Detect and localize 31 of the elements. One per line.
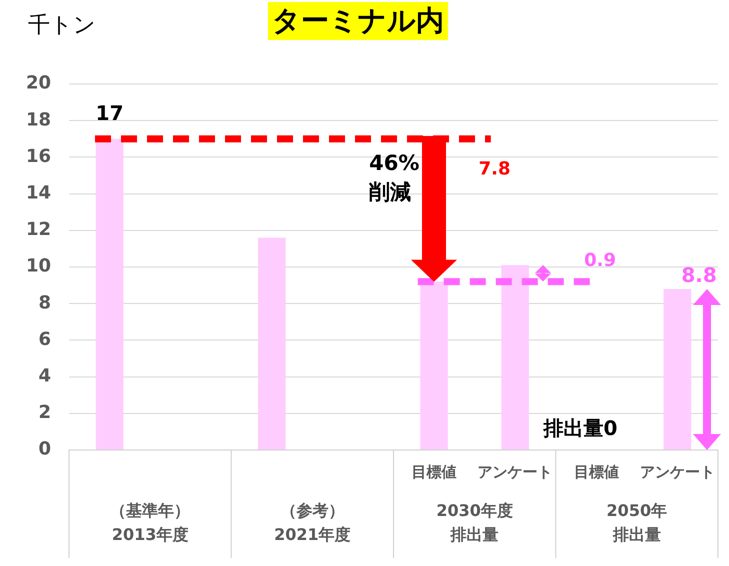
y-tick-label: 18 [26, 109, 52, 130]
x-tick-label: アンケート [640, 462, 715, 481]
y-tick-label: 12 [26, 219, 52, 240]
y-tick-label: 6 [38, 328, 52, 350]
x-tick-label: アンケート [478, 462, 553, 481]
text: （基準年） [110, 501, 190, 520]
text: 2030年度 [436, 501, 513, 520]
data-label: 17 [96, 101, 124, 126]
text: 排出量 [612, 525, 661, 544]
text: 2013年度 [112, 525, 188, 544]
y-tick-label: 20 [26, 72, 52, 94]
chart-title: ターミナル内 [268, 2, 448, 40]
y-tick-label: 14 [26, 182, 52, 204]
y-tick-label: 8 [38, 292, 52, 314]
data-label: 8.8 [681, 263, 717, 288]
annotation: 0.9 [584, 250, 616, 272]
y-tick-label: 10 [26, 256, 52, 277]
y-tick-label: 4 [38, 365, 52, 386]
x-tick-label: 目標値 [412, 462, 457, 481]
text: 2021年度 [274, 525, 351, 544]
annotation: 排出量0 [542, 416, 618, 440]
text: 排出量 [450, 525, 499, 544]
annotation: 7.8 [478, 158, 511, 180]
y-tick-label: 16 [26, 146, 52, 167]
x-tick-label: 目標値 [574, 462, 619, 481]
text: （参考） [280, 501, 344, 520]
y-tick-label: 2 [38, 402, 52, 424]
y-axis-title: 千トン [28, 12, 96, 40]
text: 2050年 [606, 501, 668, 520]
y-tick-label: 0 [38, 438, 52, 460]
annotation: 46% 削減 [368, 150, 420, 204]
